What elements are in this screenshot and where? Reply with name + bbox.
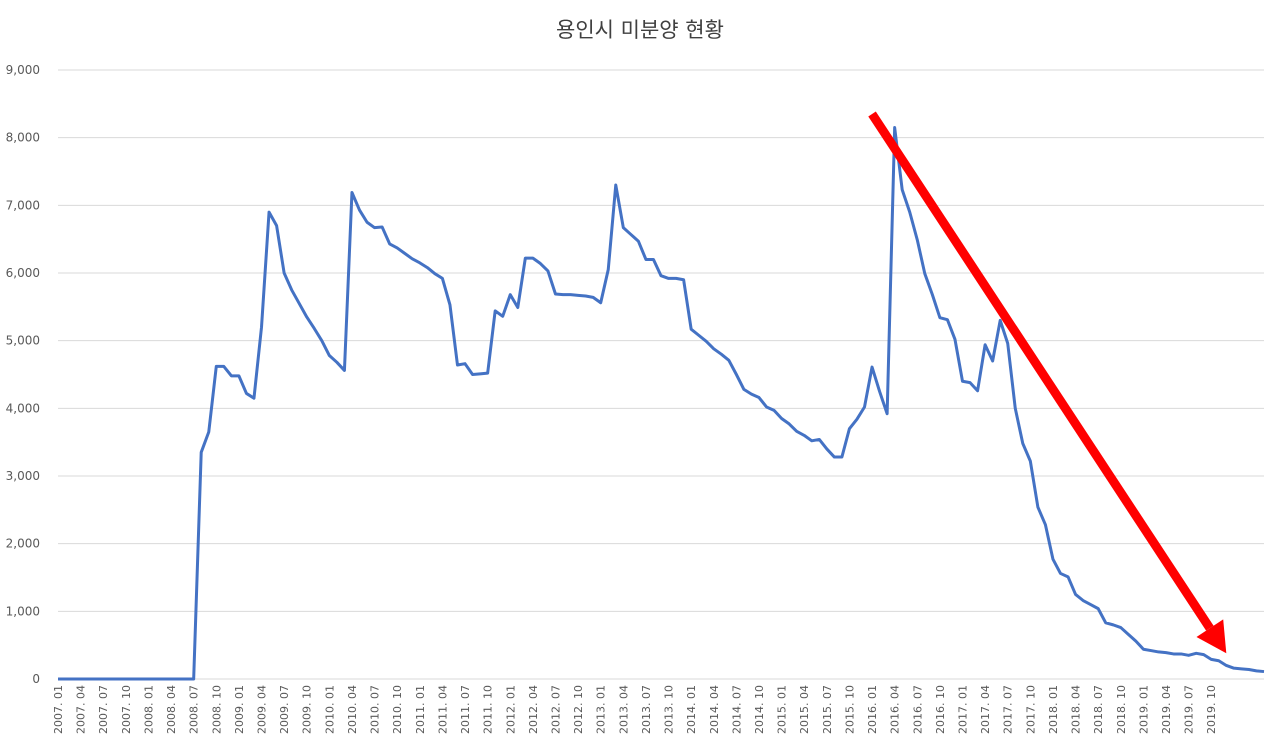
y-tick-label: 1,000 <box>6 604 40 618</box>
x-tick-label: 2019. 10 <box>1205 685 1218 734</box>
x-tick-label: 2017. 07 <box>1002 685 1015 734</box>
x-tick-label: 2010. 01 <box>323 685 336 734</box>
x-tick-label: 2015. 04 <box>798 685 811 734</box>
x-tick-label: 2007. 04 <box>75 685 88 734</box>
x-tick-label: 2013. 04 <box>617 685 630 734</box>
y-tick-label: 9,000 <box>6 63 40 77</box>
x-tick-label: 2010. 10 <box>391 685 404 734</box>
y-tick-label: 8,000 <box>6 131 40 145</box>
x-tick-label: 2017. 10 <box>1024 685 1037 734</box>
x-tick-label: 2019. 01 <box>1137 685 1150 734</box>
x-tick-label: 2015. 10 <box>843 685 856 734</box>
x-tick-label: 2008. 07 <box>188 685 201 734</box>
x-tick-label: 2011. 01 <box>414 685 427 734</box>
x-tick-label: 2012. 10 <box>572 685 585 734</box>
x-tick-label: 2016. 10 <box>934 685 947 734</box>
x-tick-label: 2009. 01 <box>233 685 246 734</box>
chart-title: 용인시 미분양 현황 <box>556 18 724 42</box>
x-tick-label: 2009. 07 <box>278 685 291 734</box>
x-tick-label: 2008. 10 <box>210 685 223 734</box>
x-tick-label: 2019. 07 <box>1183 685 1196 734</box>
x-tick-label: 2007. 10 <box>120 685 133 734</box>
x-tick-label: 2015. 07 <box>821 685 834 734</box>
gridlines <box>58 69 1264 680</box>
x-tick-label: 2007. 07 <box>97 685 110 734</box>
x-tick-label: 2017. 04 <box>979 685 992 734</box>
x-tick-label: 2008. 01 <box>142 685 155 734</box>
x-tick-label: 2011. 10 <box>482 685 495 734</box>
y-tick-label: 4,000 <box>6 401 40 415</box>
y-tick-label: 7,000 <box>6 198 40 212</box>
y-axis-ticks: 0 1,000 2,000 3,000 4,000 5,000 6,000 7,000 8,00… <box>6 63 40 686</box>
x-tick-label: 2010. 04 <box>346 685 359 734</box>
x-tick-label: 2008. 04 <box>165 685 178 734</box>
x-tick-label: 2007. 01 <box>52 685 65 734</box>
x-tick-label: 2014. 10 <box>753 685 766 734</box>
x-tick-label: 2013. 07 <box>640 685 653 734</box>
x-tick-label: 2010. 07 <box>369 685 382 734</box>
series-layer <box>58 126 1265 681</box>
x-tick-label: 2012. 04 <box>527 685 540 734</box>
x-tick-label: 2015. 01 <box>776 685 789 734</box>
series-line <box>58 126 1265 681</box>
x-tick-label: 2018. 07 <box>1092 685 1105 734</box>
x-tick-label: 2018. 04 <box>1070 685 1083 734</box>
x-tick-label: 2012. 01 <box>504 685 517 734</box>
x-tick-label: 2019. 04 <box>1160 685 1173 734</box>
y-tick-label: 0 <box>32 672 40 686</box>
x-tick-label: 2017. 01 <box>957 685 970 734</box>
y-tick-label: 6,000 <box>6 266 40 280</box>
x-tick-label: 2009. 10 <box>301 685 314 734</box>
x-tick-label: 2014. 07 <box>730 685 743 734</box>
y-tick-label: 5,000 <box>6 334 40 348</box>
x-tick-label: 2014. 01 <box>685 685 698 734</box>
y-tick-label: 2,000 <box>6 537 40 551</box>
x-tick-label: 2016. 07 <box>911 685 924 734</box>
x-tick-label: 2018. 01 <box>1047 685 1060 734</box>
x-tick-label: 2016. 04 <box>889 685 902 734</box>
x-tick-label: 2016. 01 <box>866 685 879 734</box>
x-tick-label: 2018. 10 <box>1115 685 1128 734</box>
arrow-head <box>1196 619 1227 654</box>
x-tick-label: 2013. 01 <box>595 685 608 734</box>
annotation-layer <box>868 111 1227 654</box>
x-tick-label: 2012. 07 <box>549 685 562 734</box>
x-tick-label: 2013. 10 <box>663 685 676 734</box>
x-tick-label: 2011. 07 <box>459 685 472 734</box>
x-axis-ticks: 2007. 01 2007. 04 2007. 07 2007. 10 2008. 01… <box>52 685 1218 734</box>
x-tick-label: 2009. 04 <box>256 685 269 734</box>
y-tick-label: 3,000 <box>6 469 40 483</box>
x-tick-label: 2011. 04 <box>436 685 449 734</box>
x-tick-label: 2014. 04 <box>708 685 721 734</box>
arrow-shaft <box>868 111 1214 631</box>
